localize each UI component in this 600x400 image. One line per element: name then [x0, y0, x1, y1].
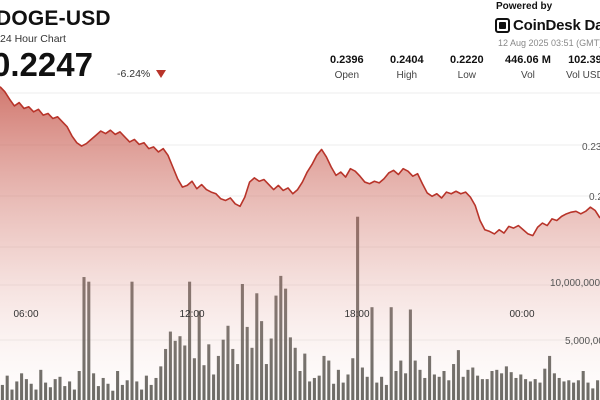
- powered-by-label: Powered by: [496, 1, 553, 12]
- price-tick-label: 0.23: [582, 142, 600, 153]
- brand-name: CoinDesk Data: [513, 17, 600, 34]
- stat-value: 0.2396: [330, 54, 364, 66]
- stat-label: Low: [457, 70, 476, 81]
- stat-vol-usd: 102.39 Vol USD: [566, 54, 600, 81]
- stat-label: Vol: [520, 70, 535, 81]
- brand-logo[interactable]: CoinDesk Data: [495, 17, 600, 34]
- x-tick-label: 00:00: [509, 309, 534, 320]
- current-price: 0.2247: [0, 46, 93, 83]
- x-tick-label: 06:00: [13, 309, 38, 320]
- volume-tick-label: 10,000,000: [550, 278, 600, 289]
- x-tick-label: 12:00: [179, 309, 204, 320]
- stat-value: 102.39: [568, 54, 600, 66]
- price-line: [0, 86, 600, 237]
- chart-subtitle: 24 Hour Chart: [0, 33, 66, 45]
- stat-label: High: [396, 70, 418, 81]
- price-change: -6.24%: [117, 68, 151, 80]
- down-arrow-icon: [156, 70, 166, 78]
- stat-value: 0.2220: [450, 54, 484, 66]
- timestamp: 12 Aug 2025 03:51 (GMT): [498, 38, 600, 48]
- stat-vol: 446.06 M Vol: [505, 54, 551, 81]
- stat-high: 0.2404 High: [390, 54, 424, 81]
- volume-tick-label: 5,000,000: [565, 336, 600, 347]
- stat-value: 0.2404: [390, 54, 424, 66]
- stat-value: 446.06 M: [505, 54, 551, 66]
- x-tick-label: 18:00: [344, 309, 369, 320]
- stat-label: Open: [334, 70, 360, 81]
- coindesk-logo-icon: [495, 18, 510, 33]
- price-tick-label: 0.2: [589, 192, 600, 203]
- ticker-symbol: DOGE-USD: [0, 7, 111, 30]
- stat-low: 0.2220 Low: [450, 54, 484, 81]
- price-area: [0, 86, 600, 400]
- stat-label: Vol USD: [566, 70, 600, 81]
- stat-open: 0.2396 Open: [330, 54, 364, 81]
